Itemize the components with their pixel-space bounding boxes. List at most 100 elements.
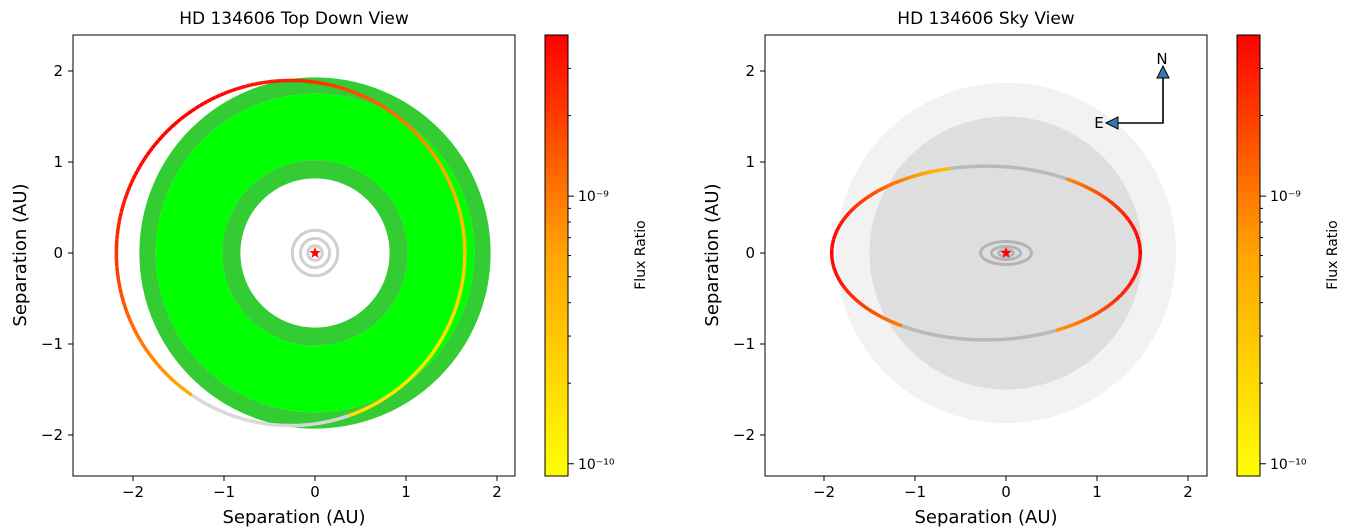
- orbit-segment: [847, 210, 852, 215]
- orbit-segment: [117, 216, 122, 222]
- sky-plot-area: [829, 82, 1177, 424]
- orbit-segment: [127, 318, 134, 324]
- orbit-segment: [430, 150, 436, 157]
- orbit-segment: [1029, 167, 1034, 173]
- orbit-segment: [847, 291, 852, 296]
- orbit-segment: [214, 407, 221, 413]
- orbit-segment: [1111, 202, 1117, 208]
- orbit-segment: [219, 409, 225, 415]
- orbit-segment: [851, 206, 856, 211]
- orbit-segment: [1017, 166, 1023, 171]
- orbit-segment: [832, 234, 837, 238]
- sky-ticks: −2 −1 0 1 2 2 1 0 −1 −2: [733, 62, 1193, 501]
- orbit-segment: [1088, 314, 1093, 320]
- orbit-segment: [127, 182, 134, 188]
- orbit-segment: [162, 129, 169, 136]
- orbit-segment: [460, 225, 466, 231]
- habitable-zone-ring: [155, 93, 475, 413]
- orbit-segment: [322, 420, 328, 425]
- orbit-segment: [451, 190, 457, 197]
- orbit-segment: [460, 221, 465, 227]
- colorbar-tick-label: 10⁻⁹: [578, 189, 609, 205]
- orbit-segment: [194, 396, 201, 402]
- orbit-segment: [123, 194, 128, 201]
- orbit-segment: [1125, 285, 1130, 290]
- orbit-segment: [453, 305, 458, 312]
- orbit-segment: [1059, 326, 1064, 332]
- orbit-segment: [1131, 276, 1136, 281]
- sky-colorbar: [1236, 34, 1261, 477]
- orbit-segment: [1123, 214, 1129, 219]
- orbit-segment: [1079, 318, 1084, 324]
- orbit-segment: [1116, 206, 1121, 211]
- orbit-segment: [352, 410, 358, 416]
- y-tick-label: 1: [745, 153, 755, 171]
- habitable-zone-ring: [222, 160, 408, 346]
- orbit-segment: [364, 95, 371, 101]
- orbit-segment: [1048, 171, 1053, 177]
- top-down-panel: HD 134606 Top Down View −2 −1 0 1 2 2 1 0 −1 −2 S…: [10, 9, 649, 528]
- top-down-plot-area: [114, 77, 491, 429]
- sky-ylabel: Separation (AU): [702, 183, 723, 326]
- orbit-segment: [1069, 322, 1074, 328]
- orbit-segment: [831, 238, 836, 243]
- orbit-segment: [461, 230, 466, 236]
- orbit-segment: [360, 93, 367, 99]
- orbit-segment: [845, 212, 850, 217]
- orbit-segment: [169, 123, 176, 130]
- orbit-segment: [145, 349, 152, 356]
- orbit-segment: [391, 388, 398, 395]
- inner-planet-orbit: [979, 240, 1033, 266]
- star-icon: [309, 247, 321, 258]
- orbit-segment: [384, 393, 391, 400]
- orbit-segment: [120, 297, 126, 303]
- orbit-segment: [388, 109, 395, 115]
- orbit-segment: [1065, 177, 1071, 182]
- orbit-segment: [1127, 218, 1132, 223]
- orbit-segment: [837, 223, 843, 228]
- orbit-segment: [1025, 167, 1031, 172]
- orbit-segment: [1091, 312, 1096, 318]
- orbit-segment: [380, 396, 387, 402]
- orbit-segment: [227, 412, 234, 418]
- east-arrow-icon: [1104, 116, 1119, 130]
- orbit-segment: [313, 80, 319, 85]
- orbit-segment: [1123, 287, 1129, 292]
- orbit-segment: [1021, 335, 1027, 340]
- orbit-segment: [1091, 188, 1096, 194]
- orbit-segment: [1133, 229, 1138, 234]
- orbit-segment: [116, 279, 121, 285]
- orbit-segment: [183, 111, 190, 118]
- orbit-segment: [194, 104, 201, 110]
- orbit-segment: [418, 363, 425, 370]
- star-icon: [1000, 247, 1012, 258]
- orbit-segment: [1102, 306, 1107, 311]
- orbit-segment: [831, 263, 836, 268]
- orbit-segment: [834, 272, 839, 277]
- orbit-segment: [339, 415, 345, 421]
- orbit-segment: [356, 409, 363, 415]
- orbit-segment: [1107, 198, 1112, 204]
- compass-lines: [1110, 75, 1164, 124]
- orbit-segment: [459, 216, 464, 222]
- north-label: N: [1156, 50, 1167, 68]
- orbit-segment: [335, 84, 341, 90]
- orbit-segment: [210, 95, 217, 101]
- top-down-colorbar-ticks: 10⁻¹⁰ 10⁻⁹: [568, 67, 615, 473]
- y-tick-label: 0: [745, 244, 755, 262]
- orbit-segment: [133, 169, 140, 176]
- orbit-segment: [1104, 196, 1110, 202]
- orbit-segment: [1085, 316, 1090, 321]
- orbit-segment: [1132, 227, 1137, 232]
- orbit-segment: [236, 85, 242, 91]
- orbit-segment: [873, 311, 878, 316]
- orbit-segment: [894, 321, 900, 327]
- orbit-segment: [412, 129, 419, 136]
- orbit-segment: [143, 345, 149, 352]
- orbit-segment: [187, 391, 193, 397]
- orbit-segment: [437, 161, 444, 168]
- orbit-segment: [449, 186, 455, 192]
- orbit-segment: [439, 334, 446, 341]
- orbit-segment: [1069, 178, 1074, 184]
- orbit-segment: [236, 415, 242, 421]
